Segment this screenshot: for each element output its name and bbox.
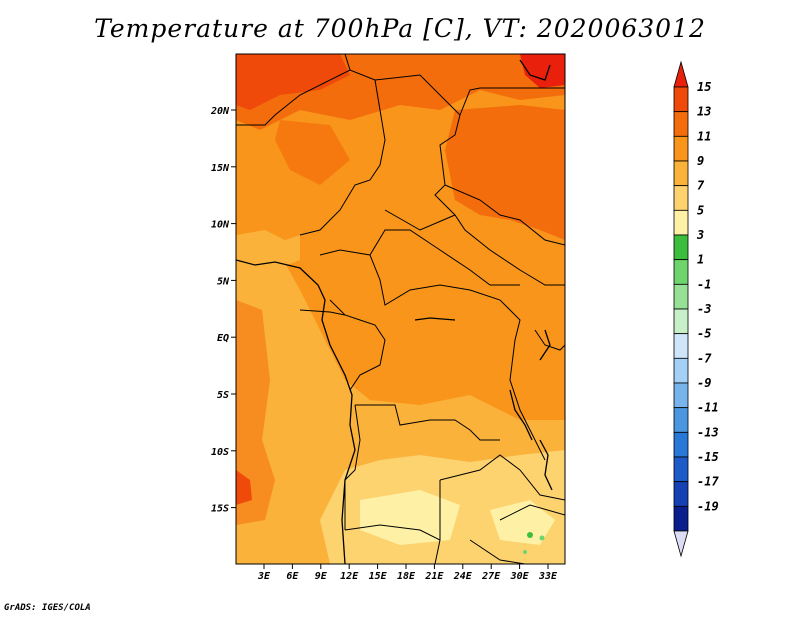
colorbar-label: -15 — [697, 450, 719, 464]
colorbar-swatch — [673, 111, 689, 137]
colorbar-label: -1 — [697, 277, 711, 291]
temperature-field — [236, 54, 565, 564]
lon-label: 33E — [538, 571, 558, 582]
colorbar-swatch — [673, 209, 689, 236]
colorbar-top-arrow — [673, 60, 689, 88]
field-15c-patch — [520, 54, 565, 88]
lon-label: 9E — [315, 571, 328, 582]
colorbar-label: 5 — [697, 203, 704, 217]
lon-label: 15E — [369, 571, 388, 582]
colorbar-label: -19 — [697, 499, 719, 513]
map-frame — [235, 53, 566, 565]
colorbar-label: -17 — [697, 475, 719, 489]
lat-label: EQ — [217, 333, 229, 344]
colorbar-swatch — [673, 234, 689, 261]
colorbar-label: -13 — [697, 425, 719, 439]
field-13c-north — [236, 54, 350, 110]
colorbar-swatch — [673, 308, 689, 335]
colorbar-label: 3 — [696, 228, 704, 242]
colorbar-swatch — [673, 357, 689, 384]
country-borders — [236, 54, 565, 564]
colorbar-label: -11 — [697, 401, 719, 415]
lat-label: 15N — [211, 163, 230, 174]
colorbar-label: -5 — [697, 327, 711, 341]
colorbar-swatch — [673, 407, 689, 433]
colorbar-swatch — [673, 135, 689, 162]
field-11c-west — [236, 300, 275, 525]
lat-label: 5S — [217, 390, 229, 401]
map-title: Temperature at 700hPa [C], VT: 202006301… — [94, 14, 706, 43]
colorbar-label: 1 — [697, 253, 704, 267]
colorbar-swatch — [673, 382, 689, 409]
grads-credit: GrADS: IGES/COLA — [4, 603, 91, 613]
lon-label: 27E — [481, 571, 501, 582]
colorbar-label: 7 — [697, 179, 705, 193]
colorbar-label: -9 — [697, 376, 711, 390]
lat-label: 5N — [217, 276, 230, 287]
field-3c-patch — [360, 490, 460, 545]
lon-label: 12E — [340, 571, 359, 582]
lon-label: 3E — [257, 571, 271, 582]
colorbar-label: 13 — [697, 105, 711, 119]
longitude-axis: 3E 6E 9E 12E 15E 18E 21E 24E 27E 30E 33E — [257, 564, 558, 582]
colorbar-swatch — [673, 456, 689, 483]
colorbar-swatch — [673, 481, 689, 507]
colorbar-swatch — [673, 283, 689, 310]
colorbar-swatch — [673, 259, 689, 285]
colorbar-swatch — [673, 333, 689, 359]
colorbar-label: 9 — [697, 154, 704, 168]
colorbar-swatch — [673, 86, 689, 113]
colorbar-swatch — [673, 160, 689, 187]
colorbar-label: -7 — [697, 351, 712, 365]
colorbar-bottom-arrow — [673, 530, 689, 558]
lon-label: 21E — [424, 571, 444, 582]
lat-label: 20N — [210, 106, 230, 117]
colorbar-swatch — [673, 431, 689, 458]
coastline — [236, 59, 553, 564]
colorbar-label: 15 — [697, 80, 711, 94]
colorbar-swatch — [673, 505, 689, 532]
lat-label: 10N — [211, 220, 230, 231]
lon-label: 24E — [453, 571, 473, 582]
lat-label: 10S — [211, 447, 229, 458]
lat-label: 15S — [211, 504, 229, 515]
colorbar-label: 11 — [697, 129, 711, 143]
field-3c-spot — [527, 532, 533, 538]
colorbar-swatch — [673, 185, 689, 211]
colorbar-label: -3 — [697, 302, 711, 316]
field-11c-east — [445, 105, 565, 240]
lon-label: 6E — [286, 571, 299, 582]
lon-label: 30E — [510, 571, 530, 582]
colorbar: 15 13 11 9 7 5 3 1 -1 -3 -5 -7 -9 -11 -13 -15 -17 -19 — [673, 60, 719, 558]
lon-label: 18E — [397, 571, 416, 582]
latitude-axis: 20N 15N 10N 5N EQ 5S 10S 15S — [210, 106, 236, 515]
